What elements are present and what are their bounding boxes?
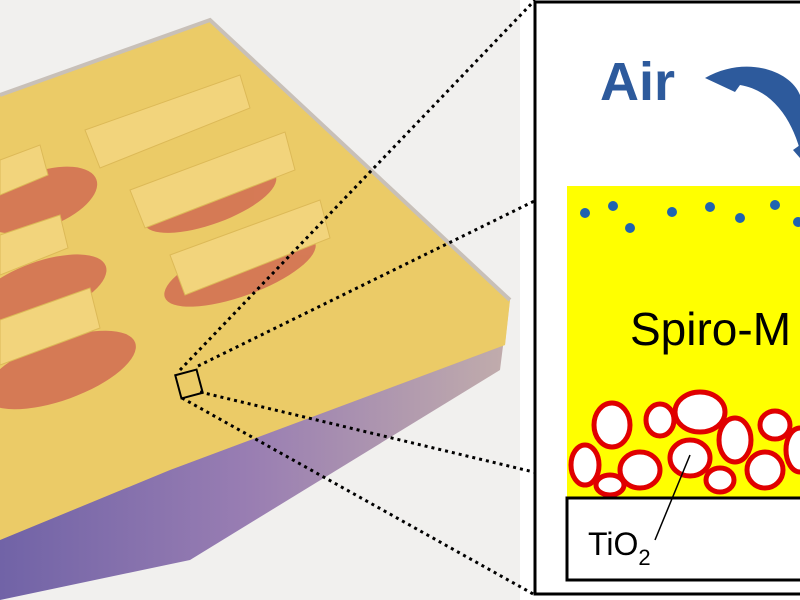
photo [0,0,520,600]
tio2-particles [568,389,800,498]
zoom-panel [533,0,800,596]
layer-label: Spiro-M [630,303,791,355]
air-label: Air [600,52,675,112]
substrate-base: TiO [588,526,638,562]
leader-lines [178,0,568,597]
substrate-label: TiO2 [588,526,651,570]
substrate-subscript: 2 [638,545,650,570]
dopant-dots [580,200,800,233]
